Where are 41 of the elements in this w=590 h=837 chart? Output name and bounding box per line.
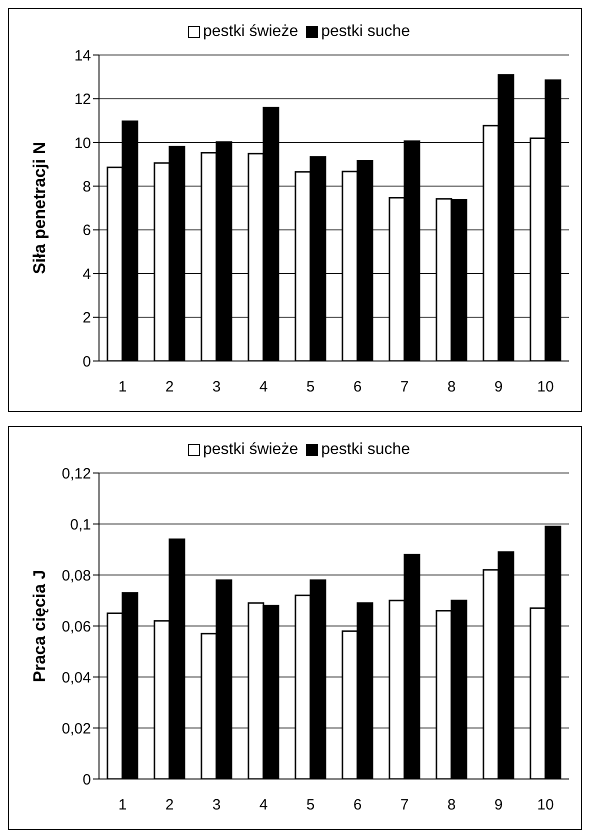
y-tick-label: 14: [74, 47, 91, 64]
y-tick-label: 0,06: [62, 618, 91, 636]
y-tick-label: 0,12: [62, 465, 91, 482]
y-tick-label: 0: [82, 771, 91, 788]
y-tick-label: 0,08: [62, 567, 91, 584]
x-tick-label: 3: [212, 378, 221, 396]
y-tick-label: 8: [82, 178, 91, 196]
x-tick-label: 3: [212, 796, 221, 814]
legend-label: pestki suche: [320, 441, 410, 459]
y-tick-label: 6: [82, 222, 91, 240]
x-tick-label: 10: [537, 796, 554, 814]
x-tick-label: 2: [165, 796, 174, 814]
x-tick-label: 8: [447, 378, 456, 396]
legend-label: pestki suche: [320, 23, 410, 41]
y-tick-label: 0,1: [70, 516, 91, 534]
legend-label: pestki świeże: [202, 441, 298, 459]
y-tick-label: 0: [82, 353, 91, 370]
x-tick-label: 10: [537, 378, 554, 396]
x-tick-label: 1: [118, 796, 127, 814]
y-axis-title: Siła penetracji N: [30, 142, 50, 274]
x-tick-label: 9: [494, 796, 503, 814]
x-tick-label: 4: [259, 796, 268, 814]
x-tick-label: 2: [165, 378, 174, 396]
x-tick-label: 1: [118, 378, 127, 396]
y-tick-label: 2: [82, 310, 91, 327]
x-tick-label: 6: [353, 796, 362, 814]
x-tick-label: 9: [494, 378, 503, 396]
x-tick-label: 8: [447, 796, 456, 814]
y-tick-label: 0,04: [62, 669, 91, 686]
legend-label: pestki świeże: [202, 23, 298, 41]
x-tick-label: 7: [400, 796, 409, 814]
x-tick-label: 6: [353, 378, 362, 396]
x-tick-label: 7: [400, 378, 409, 396]
y-tick-label: 4: [82, 266, 91, 283]
y-tick-label: 10: [74, 134, 91, 152]
x-tick-label: 4: [259, 378, 268, 396]
y-axis-title: Praca cięcia J: [30, 570, 50, 682]
x-tick-label: 5: [306, 796, 315, 814]
y-tick-label: 12: [74, 91, 91, 108]
y-tick-label: 0,02: [62, 720, 91, 738]
x-tick-label: 5: [306, 378, 315, 396]
